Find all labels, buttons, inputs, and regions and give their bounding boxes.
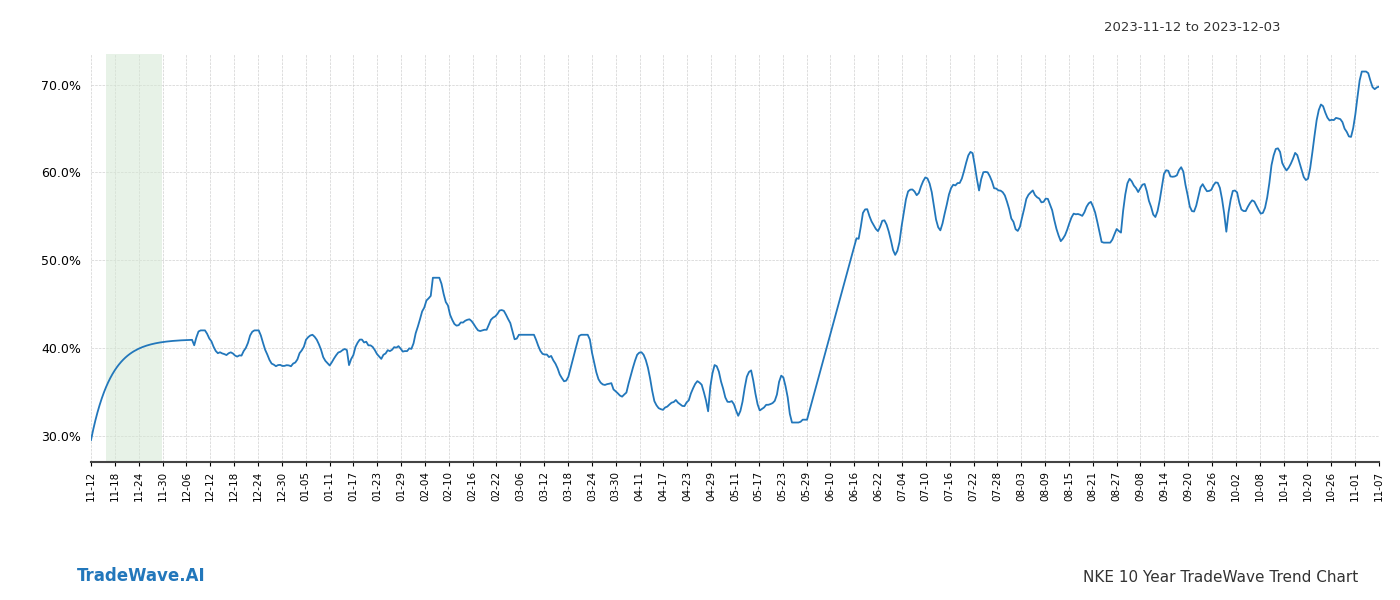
Text: 2023-11-12 to 2023-12-03: 2023-11-12 to 2023-12-03: [1105, 21, 1281, 34]
Text: NKE 10 Year TradeWave Trend Chart: NKE 10 Year TradeWave Trend Chart: [1082, 570, 1358, 585]
Text: TradeWave.AI: TradeWave.AI: [77, 567, 206, 585]
Bar: [106, 54, 162, 462]
